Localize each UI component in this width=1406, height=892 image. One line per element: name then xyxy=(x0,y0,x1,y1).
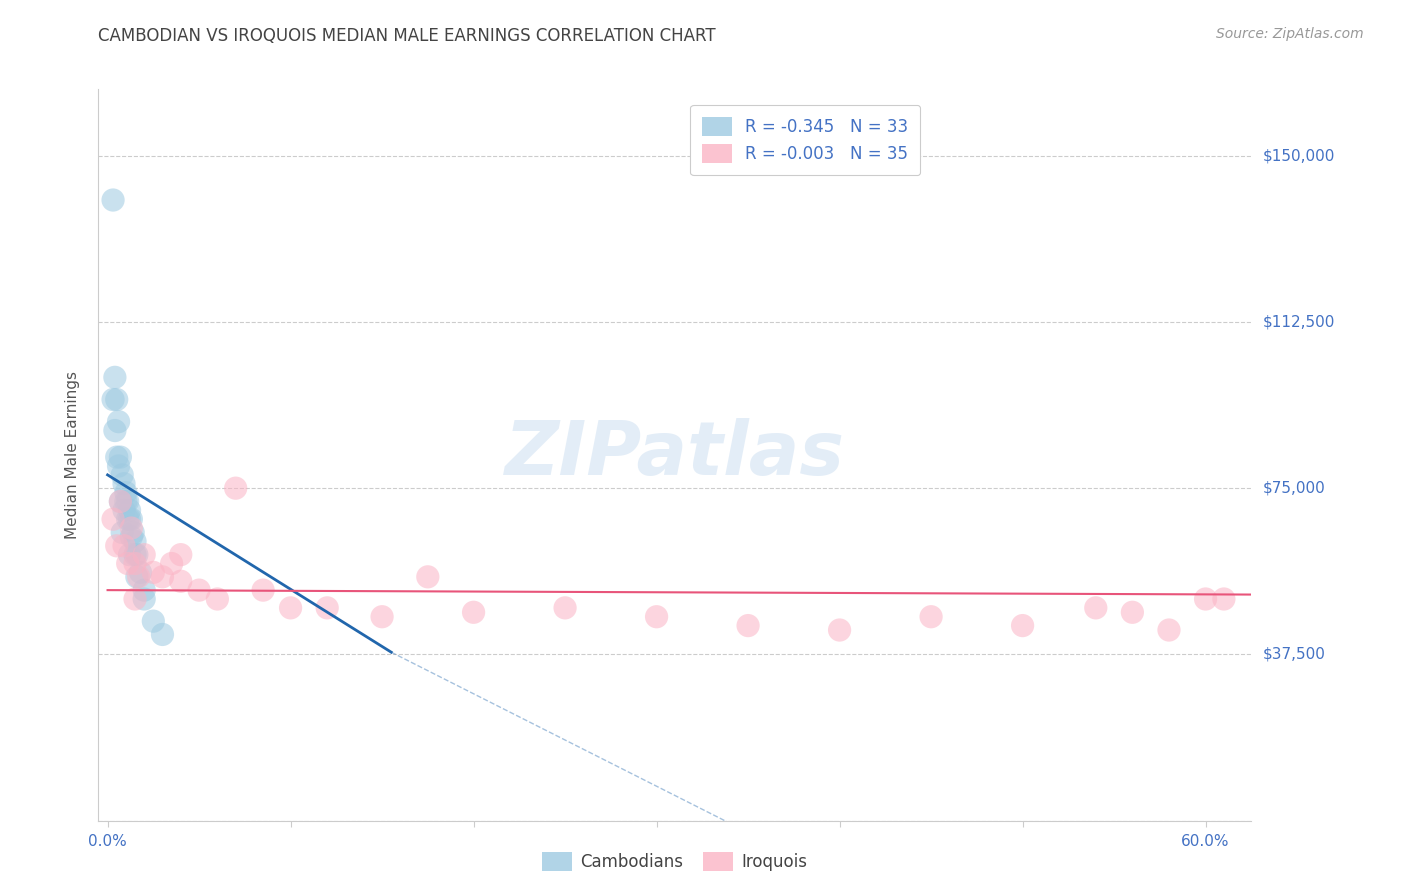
Text: $112,500: $112,500 xyxy=(1263,315,1334,329)
Point xyxy=(120,512,142,526)
Point xyxy=(118,548,141,562)
Point xyxy=(134,592,156,607)
Point xyxy=(110,494,132,508)
Text: $150,000: $150,000 xyxy=(1263,148,1334,163)
Point xyxy=(1011,618,1033,632)
Point xyxy=(101,512,124,526)
Point xyxy=(134,548,156,562)
Point xyxy=(124,548,146,562)
Point xyxy=(112,539,135,553)
Point xyxy=(118,512,141,526)
Text: CAMBODIAN VS IROQUOIS MEDIAN MALE EARNINGS CORRELATION CHART: CAMBODIAN VS IROQUOIS MEDIAN MALE EARNIN… xyxy=(98,27,716,45)
Point xyxy=(110,494,132,508)
Point xyxy=(252,583,274,598)
Point xyxy=(128,570,150,584)
Point xyxy=(117,512,139,526)
Point xyxy=(107,458,129,473)
Point xyxy=(828,623,851,637)
Point xyxy=(920,609,942,624)
Point xyxy=(101,193,124,207)
Point xyxy=(316,600,339,615)
Point xyxy=(142,566,165,580)
Point xyxy=(124,534,146,549)
Text: 60.0%: 60.0% xyxy=(1181,834,1230,849)
Point xyxy=(142,614,165,628)
Point xyxy=(124,557,146,571)
Point xyxy=(152,570,174,584)
Text: $75,000: $75,000 xyxy=(1263,481,1326,496)
Point xyxy=(554,600,576,615)
Point xyxy=(111,467,134,482)
Point xyxy=(645,609,668,624)
Point xyxy=(115,485,138,500)
Point xyxy=(1157,623,1180,637)
Point xyxy=(104,424,127,438)
Point xyxy=(207,592,229,607)
Point xyxy=(1084,600,1107,615)
Point xyxy=(105,539,128,553)
Point xyxy=(115,494,138,508)
Point xyxy=(124,592,146,607)
Point xyxy=(112,476,135,491)
Point xyxy=(170,574,193,589)
Point xyxy=(125,548,148,562)
Point xyxy=(371,609,394,624)
Point xyxy=(105,392,128,407)
Point xyxy=(118,503,141,517)
Point xyxy=(160,557,183,571)
Point xyxy=(101,392,124,407)
Point xyxy=(152,627,174,641)
Point xyxy=(122,525,145,540)
Point xyxy=(117,557,139,571)
Point xyxy=(110,450,132,464)
Text: Source: ZipAtlas.com: Source: ZipAtlas.com xyxy=(1216,27,1364,41)
Point xyxy=(280,600,302,615)
Point xyxy=(107,415,129,429)
Point xyxy=(170,548,193,562)
Text: $37,500: $37,500 xyxy=(1263,647,1326,662)
Point xyxy=(111,525,134,540)
Point xyxy=(125,570,148,584)
Point xyxy=(120,530,142,544)
Point xyxy=(1212,592,1234,607)
Point xyxy=(463,605,485,619)
Point xyxy=(112,503,135,517)
Point xyxy=(225,481,247,495)
Point xyxy=(188,583,211,598)
Point xyxy=(134,583,156,598)
Point xyxy=(117,494,139,508)
Point xyxy=(737,618,759,632)
Point xyxy=(104,370,127,384)
Point xyxy=(120,521,142,535)
Point xyxy=(1121,605,1143,619)
Legend: Cambodians, Iroquois: Cambodians, Iroquois xyxy=(536,846,814,878)
Text: 0.0%: 0.0% xyxy=(89,834,127,849)
Point xyxy=(129,566,152,580)
Y-axis label: Median Male Earnings: Median Male Earnings xyxy=(65,371,80,539)
Point xyxy=(1194,592,1216,607)
Point xyxy=(105,450,128,464)
Point xyxy=(416,570,439,584)
Text: ZIPatlas: ZIPatlas xyxy=(505,418,845,491)
